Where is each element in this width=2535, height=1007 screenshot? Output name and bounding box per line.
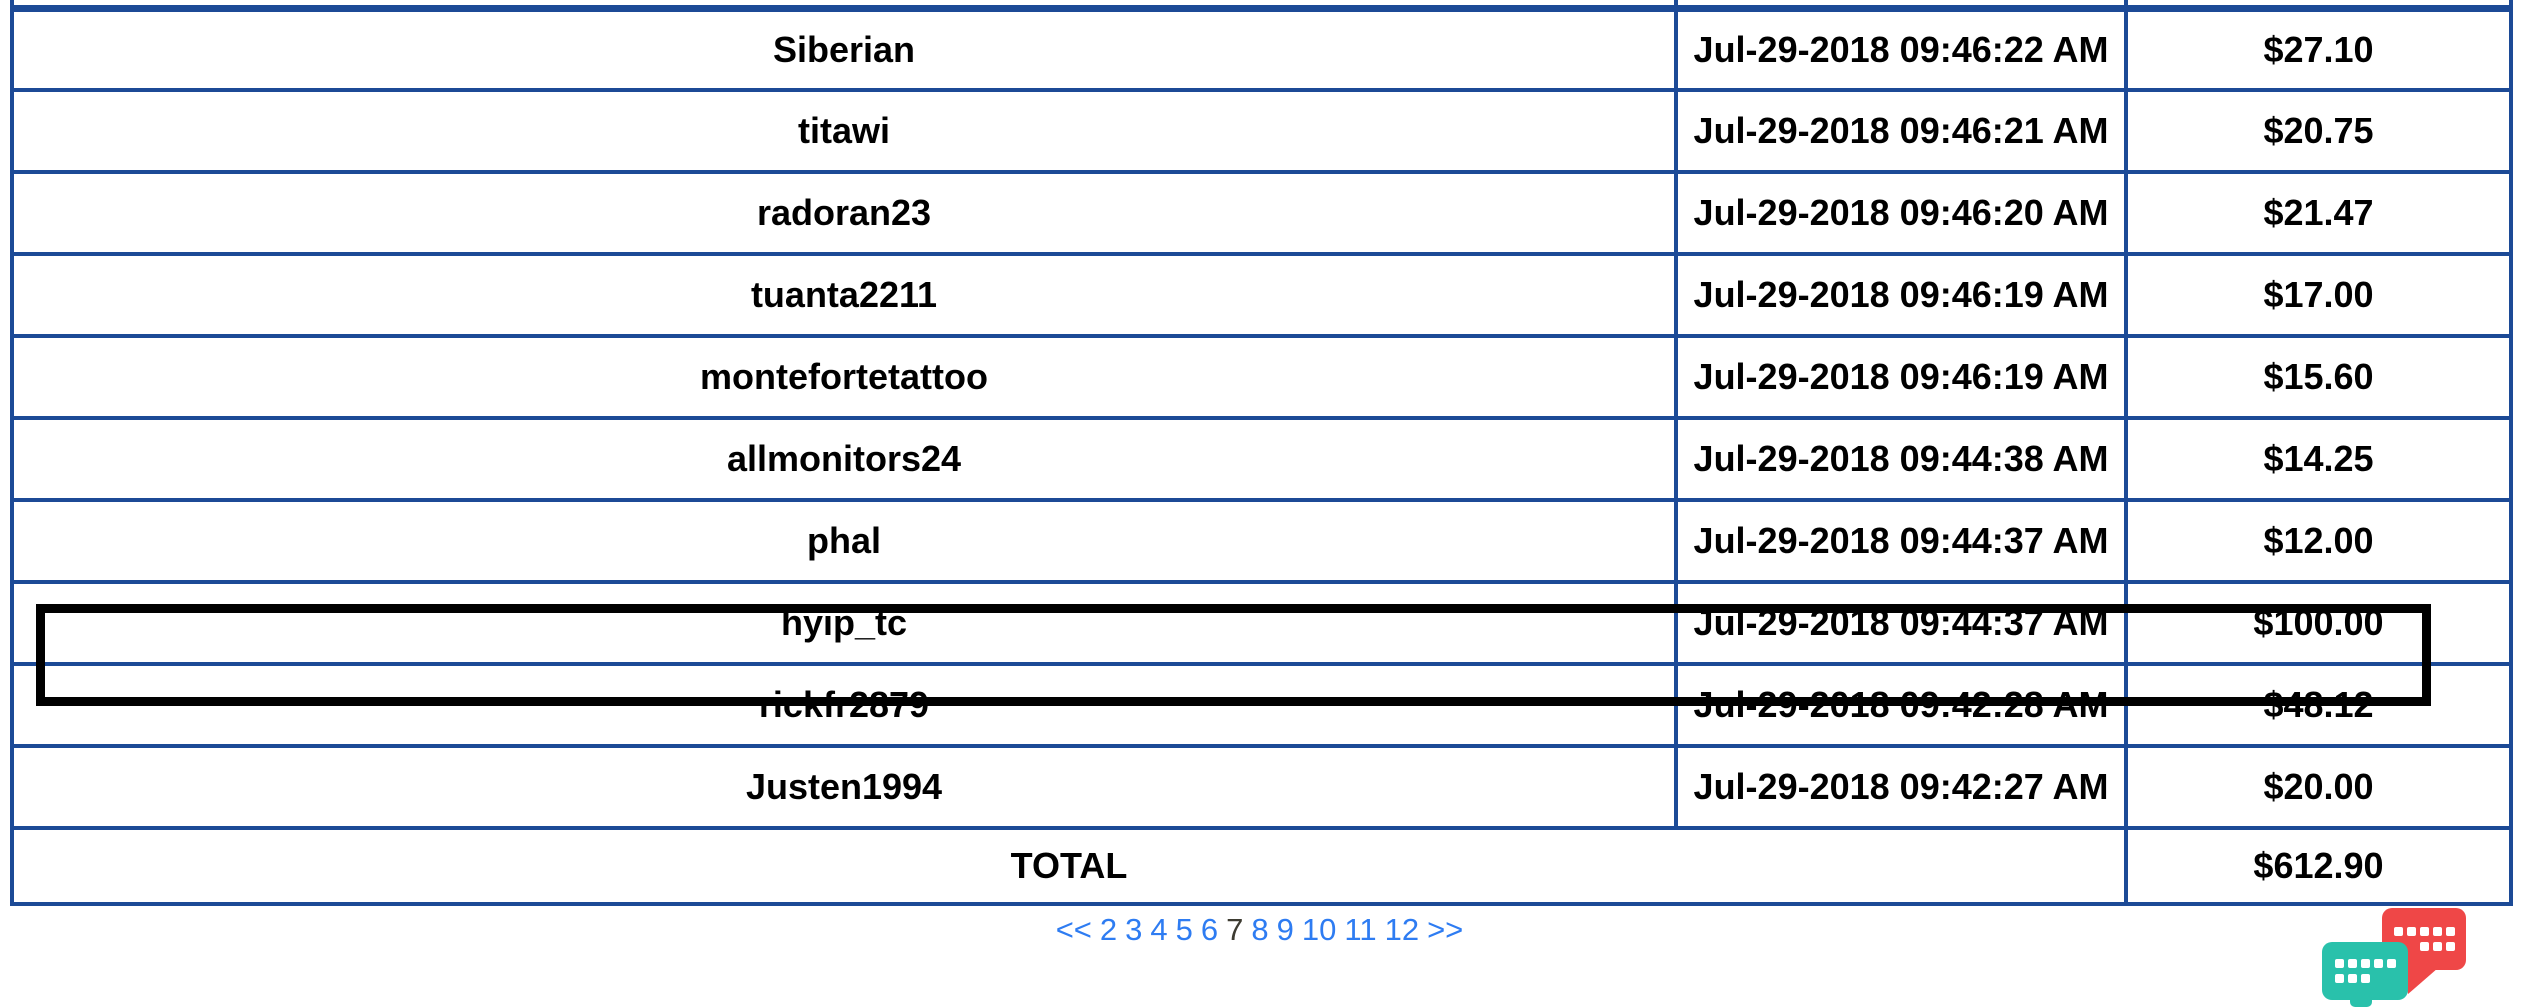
datetime-cell: Jul-29-2018 09:46:21 AM bbox=[1674, 88, 2128, 174]
total-amount-cell: $612.90 bbox=[2124, 826, 2513, 906]
username-cell: Justen1994 bbox=[10, 744, 1678, 830]
pagination-current-page: 7 bbox=[1226, 912, 1244, 947]
amount-cell: $21.47 bbox=[2124, 170, 2513, 256]
chat-dots-icon bbox=[2394, 927, 2403, 936]
datetime-cell bbox=[1674, 0, 2128, 12]
total-row: TOTAL $612.90 bbox=[10, 826, 2513, 906]
pagination-page-link[interactable]: 9 bbox=[1276, 912, 1294, 947]
table-row: rickfr2879 Jul-29-2018 09:42:28 AM $48.1… bbox=[10, 662, 2513, 748]
chat-widget-button[interactable] bbox=[2318, 904, 2535, 1007]
datetime-cell: Jul-29-2018 09:46:22 AM bbox=[1674, 6, 2128, 92]
table-row-partial bbox=[10, 0, 2513, 12]
username-cell: hyip_tc bbox=[10, 580, 1678, 666]
pagination: << 2 3 4 5 6 7 8 9 10 11 12 >> bbox=[10, 912, 2509, 948]
pagination-page-link[interactable]: 2 bbox=[1099, 912, 1118, 947]
teal-chat-bubble-icon bbox=[2322, 942, 2408, 1007]
table-row: allmonitors24 Jul-29-2018 09:44:38 AM $1… bbox=[10, 416, 2513, 502]
amount-cell: $48.12 bbox=[2124, 662, 2513, 748]
table-row: radoran23 Jul-29-2018 09:46:20 AM $21.47 bbox=[10, 170, 2513, 256]
datetime-cell: Jul-29-2018 09:42:28 AM bbox=[1674, 662, 2128, 748]
amount-cell: $15.60 bbox=[2124, 334, 2513, 420]
pagination-page-link[interactable]: 3 bbox=[1125, 912, 1143, 947]
amount-cell: $27.10 bbox=[2124, 6, 2513, 92]
username-cell: montefortetattoo bbox=[10, 334, 1678, 420]
datetime-cell: Jul-29-2018 09:44:37 AM bbox=[1674, 498, 2128, 584]
datetime-cell: Jul-29-2018 09:46:20 AM bbox=[1674, 170, 2128, 256]
amount-cell: $14.25 bbox=[2124, 416, 2513, 502]
amount-cell: $20.00 bbox=[2124, 744, 2513, 830]
pagination-prev-link[interactable]: << bbox=[1055, 912, 1092, 947]
payments-panel: Siberian Jul-29-2018 09:46:22 AM $27.10 … bbox=[10, 0, 2513, 948]
pagination-page-link[interactable]: 5 bbox=[1175, 912, 1193, 947]
pagination-next-link[interactable]: >> bbox=[1427, 912, 1464, 947]
table-row: Siberian Jul-29-2018 09:46:22 AM $27.10 bbox=[10, 6, 2513, 92]
datetime-cell: Jul-29-2018 09:42:27 AM bbox=[1674, 744, 2128, 830]
username-cell: tuanta2211 bbox=[10, 252, 1678, 338]
table-row: phal Jul-29-2018 09:44:37 AM $12.00 bbox=[10, 498, 2513, 584]
username-cell: titawi bbox=[10, 88, 1678, 174]
amount-cell bbox=[2124, 0, 2513, 12]
datetime-cell: Jul-29-2018 09:44:38 AM bbox=[1674, 416, 2128, 502]
amount-cell: $20.75 bbox=[2124, 88, 2513, 174]
pagination-page-link[interactable]: 10 bbox=[1301, 912, 1337, 947]
pagination-page-link[interactable]: 4 bbox=[1150, 912, 1168, 947]
amount-cell: $17.00 bbox=[2124, 252, 2513, 338]
chat-dots-icon bbox=[2335, 959, 2344, 968]
table-row: Justen1994 Jul-29-2018 09:42:27 AM $20.0… bbox=[10, 744, 2513, 830]
pagination-page-link[interactable]: 6 bbox=[1200, 912, 1219, 947]
datetime-cell: Jul-29-2018 09:46:19 AM bbox=[1674, 334, 2128, 420]
datetime-cell: Jul-29-2018 09:46:19 AM bbox=[1674, 252, 2128, 338]
table-row: montefortetattoo Jul-29-2018 09:46:19 AM… bbox=[10, 334, 2513, 420]
username-cell: allmonitors24 bbox=[10, 416, 1678, 502]
table-row: tuanta2211 Jul-29-2018 09:46:19 AM $17.0… bbox=[10, 252, 2513, 338]
pagination-page-link[interactable]: 8 bbox=[1251, 912, 1269, 947]
username-cell: rickfr2879 bbox=[10, 662, 1678, 748]
table-row: hyip_tc Jul-29-2018 09:44:37 AM $100.00 bbox=[10, 580, 2513, 666]
payments-table: Siberian Jul-29-2018 09:46:22 AM $27.10 … bbox=[10, 0, 2513, 906]
pagination-page-link[interactable]: 11 bbox=[1344, 912, 1377, 947]
table-row: titawi Jul-29-2018 09:46:21 AM $20.75 bbox=[10, 88, 2513, 174]
username-cell: radoran23 bbox=[10, 170, 1678, 256]
amount-cell: $12.00 bbox=[2124, 498, 2513, 584]
amount-cell: $100.00 bbox=[2124, 580, 2513, 666]
username-cell: Siberian bbox=[10, 6, 1678, 92]
username-cell bbox=[10, 0, 1678, 12]
pagination-page-link[interactable]: 12 bbox=[1384, 912, 1420, 947]
username-cell: phal bbox=[10, 498, 1678, 584]
datetime-cell: Jul-29-2018 09:44:37 AM bbox=[1674, 580, 2128, 666]
total-label-cell: TOTAL bbox=[10, 826, 2128, 906]
